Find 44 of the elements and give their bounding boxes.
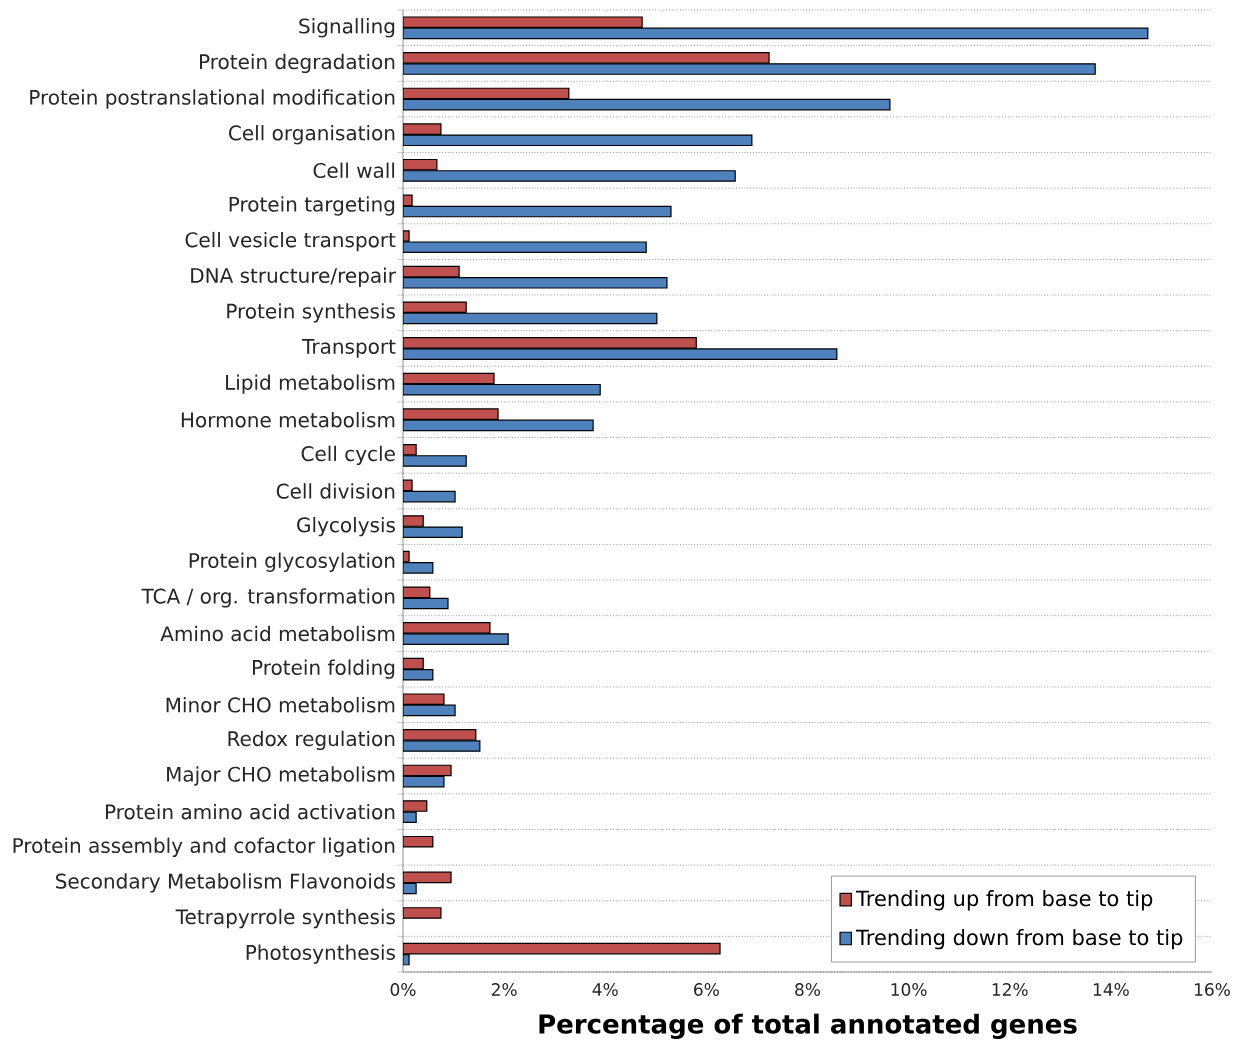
x-tick-label: 10% — [891, 983, 927, 996]
x-tick-label: 16% — [1194, 983, 1230, 996]
bar — [403, 455, 467, 467]
y-tick-label: Protein assembly and cofactor ligation — [13, 837, 395, 857]
y-tick-label: Cell organisation — [229, 125, 395, 145]
y-tick-label: Amino acid metabolism — [160, 625, 395, 642]
y-tick-label: Secondary Metabolism Flavonoids — [56, 873, 395, 893]
x-axis-title: Percentage of total annotated genes — [539, 1013, 1077, 1040]
y-tick-label: Protein postranslational modification — [30, 89, 395, 109]
y-tick-label: Transport — [302, 339, 396, 358]
y-tick-label: Major CHO metabolism — [167, 766, 395, 786]
y-tick-label: Cell wall — [313, 162, 395, 179]
y-tick-label: Cell vesicle transport — [185, 231, 396, 252]
y-tick-label: Protein amino acid activation — [105, 803, 395, 820]
legend-label: Trending down from base to tip — [855, 929, 1183, 950]
y-tick-label: DNA structure/repair — [191, 267, 396, 287]
x-tick-label: 4% — [592, 983, 618, 996]
y-tick-label: Photosynthesis — [246, 944, 395, 964]
x-tick-label: 2% — [491, 983, 517, 996]
y-tick-label: Minor CHO metabolism — [166, 697, 395, 713]
y-tick-label: Glycolysis — [297, 516, 395, 537]
bar — [403, 907, 442, 919]
x-tick-label: 0% — [390, 983, 416, 996]
y-tick-label: Cell division — [276, 483, 395, 499]
bar — [403, 835, 434, 848]
y-tick-label: Protein glycosylation — [189, 552, 395, 572]
bar — [403, 63, 1096, 75]
legend-label: Trending up from base to tip — [855, 890, 1153, 911]
y-tick-label: Signalling — [299, 18, 395, 38]
x-tick-label: 14% — [1093, 983, 1129, 996]
y-tick-label: Protein targeting — [229, 196, 395, 216]
y-tick-label: TCA / org. transformation — [141, 588, 395, 608]
x-tick-label: 12% — [992, 983, 1028, 996]
y-tick-label: Hormone metabolism — [181, 411, 395, 428]
x-tick-label: 6% — [694, 983, 719, 996]
bar — [403, 740, 481, 752]
y-tick-label: Lipid metabolism — [226, 374, 395, 394]
y-tick-label: Redox regulation — [228, 730, 395, 751]
y-tick-label: Tetrapyrrole synthesis — [175, 908, 395, 929]
y-tick-label: Protein synthesis — [227, 303, 395, 323]
x-tick-label: 8% — [795, 983, 821, 996]
y-tick-label: Protein degradation — [200, 53, 395, 74]
y-tick-label: Protein folding — [252, 659, 395, 679]
y-tick-label: Cell cycle — [301, 445, 395, 466]
